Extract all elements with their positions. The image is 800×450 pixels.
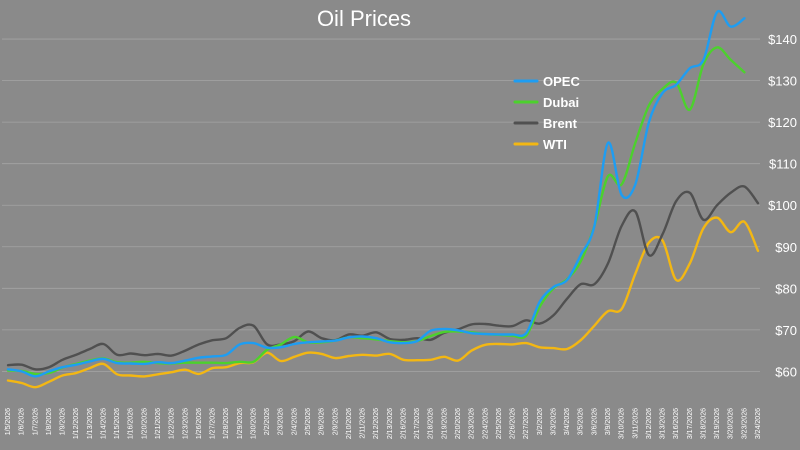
y-tick-label: $100 bbox=[768, 198, 797, 213]
x-tick-label: 3/13/2026 bbox=[660, 408, 667, 439]
x-tick-label: 2/26/2026 bbox=[510, 408, 517, 439]
x-tick-label: 1/23/2026 bbox=[182, 408, 189, 439]
x-tick-label: 1/27/2026 bbox=[210, 408, 217, 439]
series-lines bbox=[6, 9, 760, 389]
x-tick-label: 2/6/2026 bbox=[319, 408, 326, 435]
x-tick-label: 1/14/2026 bbox=[100, 408, 107, 439]
x-tick-label: 2/23/2026 bbox=[469, 408, 476, 439]
x-tick-label: 1/28/2026 bbox=[223, 408, 230, 439]
x-tick-label: 3/17/2026 bbox=[687, 408, 694, 439]
x-tick-label: 1/8/2026 bbox=[46, 408, 53, 435]
legend: OPEC Dubai Brent WTI bbox=[513, 74, 580, 152]
x-tick-label: 2/4/2026 bbox=[291, 408, 298, 435]
x-tick-label: 3/4/2026 bbox=[564, 408, 571, 435]
x-tick-label: 1/12/2026 bbox=[73, 408, 80, 439]
x-tick-label: 3/23/2026 bbox=[741, 408, 748, 439]
x-tick-label: 3/11/2026 bbox=[632, 408, 639, 439]
x-tick-label: 1/16/2026 bbox=[128, 408, 135, 439]
x-tick-label: 3/16/2026 bbox=[673, 408, 680, 439]
x-tick-label: 3/10/2026 bbox=[619, 408, 626, 439]
x-tick-label: 3/12/2026 bbox=[646, 408, 653, 439]
x-tick-label: 2/16/2026 bbox=[400, 408, 407, 439]
y-tick-label: $80 bbox=[775, 281, 797, 296]
x-tick-label: 3/3/2026 bbox=[550, 408, 557, 435]
x-tick-label: 2/24/2026 bbox=[482, 408, 489, 439]
x-tick-label: 3/5/2026 bbox=[578, 408, 585, 435]
x-tick-label: 1/21/2026 bbox=[155, 408, 162, 439]
x-tick-label: 2/20/2026 bbox=[455, 408, 462, 439]
x-tick-label: 2/9/2026 bbox=[332, 408, 339, 435]
y-axis-tick-labels: $60 $70 $80 $90 $100 $110 $120 $130 $140 bbox=[768, 32, 797, 379]
x-tick-label: 3/6/2026 bbox=[591, 408, 598, 435]
y-tick-label: $130 bbox=[768, 74, 797, 89]
x-tick-label: 3/2/2026 bbox=[537, 408, 544, 435]
x-tick-label: 3/20/2026 bbox=[728, 408, 735, 439]
legend-label-brent: Brent bbox=[543, 116, 578, 131]
y-tick-label: $90 bbox=[775, 240, 797, 255]
x-tick-label: 1/20/2026 bbox=[141, 408, 148, 439]
x-tick-label: 1/15/2026 bbox=[114, 408, 121, 439]
y-tick-label: $140 bbox=[768, 32, 797, 47]
y-tick-label: $60 bbox=[775, 364, 797, 379]
x-tick-label: 1/22/2026 bbox=[169, 408, 176, 439]
grid-lines bbox=[2, 38, 760, 372]
x-tick-label: 2/27/2026 bbox=[523, 408, 530, 439]
x-tick-label: 2/25/2026 bbox=[496, 408, 503, 439]
x-tick-label: 2/13/2026 bbox=[387, 408, 394, 439]
x-tick-label: 1/7/2026 bbox=[32, 408, 39, 435]
series-line-opec bbox=[6, 9, 746, 378]
x-axis-tick-labels: 1/5/2026 1/6/2026 1/7/2026 1/8/2026 1/9/2026… bbox=[5, 408, 762, 439]
x-tick-label: 1/29/2026 bbox=[237, 408, 244, 439]
x-tick-label: 2/12/2026 bbox=[373, 408, 380, 439]
x-tick-label: 1/30/2026 bbox=[250, 408, 257, 439]
series-line-brent bbox=[6, 184, 760, 371]
x-tick-label: 2/3/2026 bbox=[278, 408, 285, 435]
x-tick-label: 2/17/2026 bbox=[414, 408, 421, 439]
legend-label-dubai: Dubai bbox=[543, 95, 579, 110]
x-tick-label: 1/6/2026 bbox=[19, 408, 26, 435]
x-tick-label: 2/10/2026 bbox=[346, 408, 353, 439]
x-tick-label: 3/24/2026 bbox=[755, 408, 762, 439]
x-tick-label: 3/19/2026 bbox=[714, 408, 721, 439]
x-tick-label: 1/9/2026 bbox=[60, 408, 67, 435]
x-tick-label: 2/11/2026 bbox=[360, 408, 367, 439]
y-tick-label: $120 bbox=[768, 115, 797, 130]
legend-label-wti: WTI bbox=[543, 137, 567, 152]
legend-label-opec: OPEC bbox=[543, 74, 580, 89]
x-tick-label: 2/18/2026 bbox=[428, 408, 435, 439]
x-tick-label: 1/5/2026 bbox=[5, 408, 12, 435]
y-tick-label: $110 bbox=[769, 157, 797, 172]
x-tick-label: 2/5/2026 bbox=[305, 408, 312, 435]
x-tick-label: 1/26/2026 bbox=[196, 408, 203, 439]
x-tick-label: 3/18/2026 bbox=[700, 408, 707, 439]
series-line-wti bbox=[6, 216, 760, 389]
x-tick-label: 1/13/2026 bbox=[87, 408, 94, 439]
y-tick-label: $70 bbox=[775, 323, 797, 338]
x-tick-label: 2/2/2026 bbox=[264, 408, 271, 435]
chart-title: Oil Prices bbox=[317, 6, 411, 31]
x-tick-label: 3/9/2026 bbox=[605, 408, 612, 435]
x-tick-label: 2/19/2026 bbox=[441, 408, 448, 439]
